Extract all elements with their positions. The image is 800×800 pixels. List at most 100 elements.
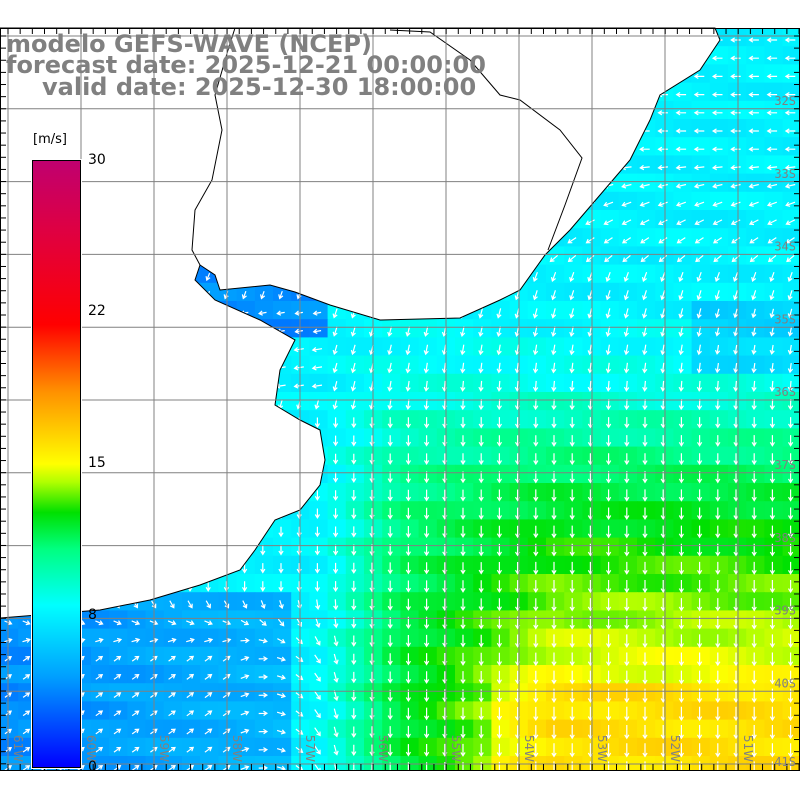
wind-cell: [746, 464, 765, 484]
wind-arrow: [478, 362, 484, 374]
wind-cell: [546, 464, 565, 484]
wind-arrow: [551, 344, 557, 356]
wind-arrow: [658, 254, 668, 263]
wind-cell: [546, 446, 565, 466]
wind-arrow: [767, 237, 777, 244]
wind-cell: [546, 701, 565, 721]
wind-cell: [600, 719, 620, 739]
wind-cell: [527, 737, 547, 757]
wind-arrow: [460, 344, 466, 356]
wind-cell: [418, 737, 438, 757]
wind-arrow: [332, 362, 338, 374]
wind-cell: [491, 555, 511, 575]
wind-arrow: [405, 344, 411, 356]
wind-cell: [309, 683, 329, 702]
wind-cell: [527, 464, 547, 484]
wind-cell: [418, 574, 438, 593]
wind-arrow: [712, 183, 723, 189]
wind-cell: [491, 592, 511, 611]
wind-cell: [746, 555, 765, 575]
wind-arrow: [694, 237, 704, 244]
wind-cell: [673, 210, 693, 229]
wind-arrow: [639, 146, 650, 152]
wind-arrow: [730, 55, 741, 61]
wind-cell: [764, 191, 784, 211]
wind-cell: [673, 410, 693, 429]
wind-cell: [527, 610, 547, 630]
wind-cell: [546, 392, 565, 411]
wind-cell: [564, 464, 583, 484]
wind-cell: [709, 737, 729, 757]
wind-cell: [273, 574, 292, 593]
wind-cell: [691, 646, 711, 666]
wind-cell: [728, 756, 747, 770]
wind-cell: [400, 665, 420, 684]
wind-cell: [600, 665, 620, 684]
wind-cell: [637, 665, 656, 684]
wind-cell: [527, 337, 547, 357]
wind-cell: [400, 464, 420, 484]
wind-cell: [728, 719, 747, 739]
wind-cell: [728, 246, 747, 266]
wind-cell: [291, 665, 310, 684]
wind-arrow: [711, 146, 723, 152]
wind-cell: [564, 301, 583, 320]
wind-arrow: [732, 271, 739, 283]
wind-cell: [400, 574, 420, 593]
wind-cell: [254, 555, 274, 575]
wind-cell: [327, 373, 347, 393]
wind-cell: [618, 683, 638, 702]
wind-cell: [345, 592, 365, 611]
wind-arrow: [766, 183, 778, 189]
wind-cell: [746, 246, 765, 266]
wind-cell: [764, 519, 784, 539]
wind-cell: [728, 628, 747, 648]
colorbar-tick-0: 0: [88, 759, 97, 775]
wind-cell: [728, 665, 747, 684]
wind-cell: [564, 337, 583, 357]
wind-cell: [746, 519, 765, 539]
wind-cell: [382, 446, 401, 466]
wind-cell: [382, 483, 401, 502]
wind-cell: [400, 555, 420, 575]
wind-cell: [728, 319, 747, 338]
wind-cell: [709, 246, 729, 266]
wind-cell: [382, 719, 401, 739]
wind-arrow: [766, 164, 778, 171]
wind-arrow: [695, 254, 704, 263]
wind-cell: [273, 610, 292, 630]
wind-cell: [418, 756, 438, 770]
wind-cell: [400, 446, 420, 466]
wind-cell: [782, 501, 800, 520]
wind-cell: [91, 628, 110, 648]
wind-cell: [728, 464, 747, 484]
wind-arrow: [696, 308, 702, 319]
wind-cell: [382, 683, 401, 702]
wind-cell: [291, 301, 310, 320]
wind-cell: [764, 592, 784, 611]
wind-cell: [254, 610, 274, 630]
wind-arrow: [604, 254, 613, 263]
wind-cell: [400, 337, 420, 357]
wind-cell: [564, 628, 583, 648]
wind-cell: [673, 483, 693, 502]
wind-cell: [546, 665, 565, 684]
wind-arrow: [713, 254, 722, 263]
wind-cell: [546, 501, 565, 520]
wind-arrow: [678, 308, 684, 319]
wind-arrow: [551, 326, 557, 338]
wind-cell: [637, 555, 656, 575]
wind-cell: [527, 683, 547, 702]
wind-cell: [418, 355, 438, 375]
wind-cell: [400, 410, 420, 429]
wind-arrow: [693, 146, 705, 152]
wind-cell: [527, 592, 547, 611]
wind-cell: [691, 355, 711, 375]
wind-cell: [254, 574, 274, 593]
lat-label: 34S: [774, 240, 796, 254]
wind-cell: [764, 756, 784, 770]
wind-cell: [618, 410, 638, 429]
wind-arrow: [785, 237, 795, 244]
wind-cell: [491, 519, 511, 539]
wind-arrow: [696, 344, 702, 356]
